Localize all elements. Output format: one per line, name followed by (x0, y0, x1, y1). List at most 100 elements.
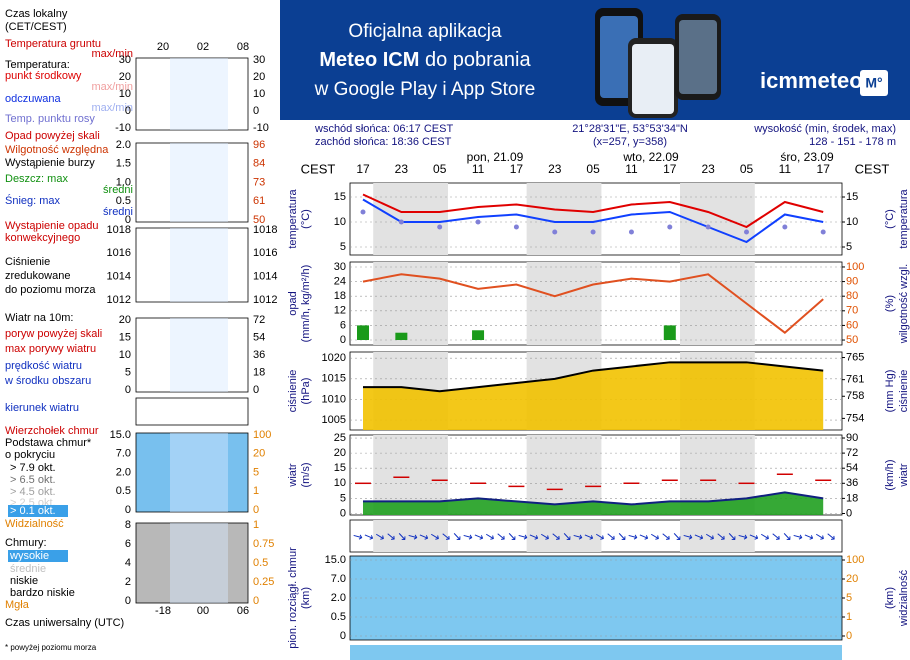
mini-tick-label: 1 (253, 519, 259, 531)
legend-label: odczuwana (5, 93, 62, 105)
wind-arrow: ↘ (495, 529, 506, 544)
mini-panel (135, 317, 249, 393)
mini-tick-label: 5 (125, 366, 131, 378)
wind-arrow: ↘ (727, 529, 738, 543)
mini-tick-label: 0 (125, 384, 131, 396)
tz-label: CEST (301, 161, 336, 176)
banner-text: Oficjalna aplikacja (348, 21, 502, 42)
legend-label: (CET/CEST) (5, 21, 67, 33)
wind-arrow: ↘ (538, 528, 551, 544)
mini-tick-label: 1016 (107, 247, 131, 259)
wind-arrow: ↘ (483, 528, 496, 544)
wind-arrow: ↘ (648, 528, 661, 544)
mini-tick-label: 20 (253, 71, 265, 83)
legend-label: o pokryciu (5, 449, 55, 461)
local-hour: 08 (237, 41, 249, 53)
panel (350, 645, 842, 660)
y-axis-unit: (°C) (300, 209, 312, 229)
wind-arrow: ↘ (373, 528, 386, 544)
y2-tick-label: 36 (846, 477, 858, 489)
legend-label: Ciśnienie (5, 256, 50, 268)
precip-bar (472, 330, 485, 341)
legend-label: niskie (10, 575, 38, 587)
night-shade (680, 262, 755, 345)
y2-axis-unit: (km) (884, 587, 896, 609)
y2-axis-title: temperatura (898, 188, 910, 248)
y2-tick-label: 5 (846, 592, 852, 604)
mini-panel (135, 522, 249, 604)
hour-label: 05 (740, 162, 754, 176)
brand: icmmeteo (760, 68, 863, 93)
mini-panel (135, 227, 249, 303)
y2-axis-title: widzialność (898, 569, 910, 627)
y2-axis-title: wilgotność wzgl. (898, 264, 910, 344)
mini-tick-label: 1 (253, 485, 259, 497)
legend-label: > 0.1 okt. (10, 505, 56, 517)
banner-bold: Meteo ICM (319, 49, 419, 71)
legend-label: * powyżej poziomu morza (5, 643, 97, 652)
y-tick-label: 1005 (322, 414, 346, 426)
night-shade (526, 262, 602, 345)
mini-tick-label: 7.0 (116, 448, 131, 460)
dew-point (360, 209, 366, 215)
day-label: pon, 21.09 (467, 150, 524, 164)
y2-tick-label: 54 (846, 462, 858, 474)
y-tick-label: 6 (340, 319, 346, 331)
mini-tick-label: 6 (125, 538, 131, 550)
legend-label: bardzo niskie (10, 587, 75, 599)
mini-tick-label: 1014 (107, 271, 131, 283)
y2-tick-label: 5 (846, 241, 852, 253)
sunrise: wschód słońca: 06:17 CEST (314, 123, 453, 135)
y2-tick-label: 90 (846, 432, 858, 444)
hour-label: 23 (548, 162, 562, 176)
badge-text: M° (865, 75, 882, 91)
mini-tick-label: 1018 (107, 224, 131, 236)
mini-tick-label: 0.5 (116, 195, 131, 207)
y2-axis-title: wiatr (898, 463, 910, 488)
y-tick-label: 1015 (322, 373, 346, 385)
phone-screen (679, 20, 717, 94)
mini-tick-label: 0 (253, 595, 259, 607)
y-tick-label: 7.0 (331, 573, 346, 585)
mini-tick-label: 0 (125, 504, 131, 516)
wind-arrow: ↘ (672, 529, 683, 543)
mini-panel (135, 432, 249, 513)
y-tick-label: 15 (334, 191, 346, 203)
y-tick-label: 0.5 (331, 611, 346, 623)
y2-tick-label: 100 (846, 554, 864, 566)
banner-rest: do pobrania (425, 49, 532, 71)
legend-label: Chmury: (5, 537, 47, 549)
mini-tick-label: 54 (253, 331, 265, 343)
wind-arrow: ↘ (782, 529, 793, 543)
mini-tick-label: 0 (253, 504, 259, 516)
night-shade (680, 520, 755, 552)
wind-arrow: ↘ (746, 528, 761, 545)
mini-tick-label: 0.75 (253, 538, 274, 550)
mini-tick-label: 30 (253, 54, 265, 66)
mini-tick-label: 1012 (253, 294, 277, 306)
legend-label: poryw powyżej skali (5, 328, 102, 340)
y2-tick-label: 761 (846, 374, 864, 386)
y-axis-unit: (m/s) (300, 462, 312, 487)
legend-label: średni (103, 206, 133, 218)
utc-hour: 00 (197, 605, 209, 617)
dew-point (475, 219, 481, 225)
y2-tick-label: 60 (846, 319, 858, 331)
dew-point (705, 224, 711, 230)
mini-tick-label: 1016 (253, 247, 277, 259)
wind-arrow: ↘ (593, 528, 606, 544)
legend-label: Temp. punktu rosy (5, 113, 95, 125)
hour-label: 23 (395, 162, 409, 176)
grid-point: (x=257, y=358) (593, 136, 667, 148)
legend-highlight (8, 505, 68, 517)
mini-tick-label: 10 (253, 88, 265, 100)
y2-tick-label: 90 (846, 275, 858, 287)
mini-tick-label: 2 (125, 576, 131, 588)
mini-tick-label: 96 (253, 139, 265, 151)
wind-arrow: ↘ (507, 529, 518, 543)
y-tick-label: 15 (334, 462, 346, 474)
y2-tick-label: 80 (846, 290, 858, 302)
mini-tick-label: 73 (253, 176, 265, 188)
y2-tick-label: 10 (846, 216, 858, 228)
y2-axis-unit: (°C) (884, 209, 896, 229)
